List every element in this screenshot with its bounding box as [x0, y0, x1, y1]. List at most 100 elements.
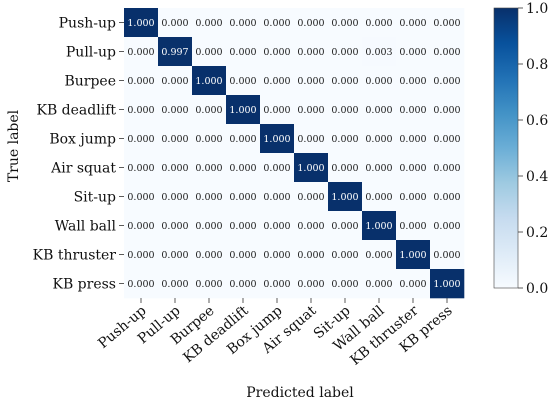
- heatmap-cell: [124, 95, 159, 125]
- heatmap-cell: [362, 269, 397, 299]
- heatmap-cell: [226, 66, 261, 96]
- heatmap-cell: [430, 240, 465, 270]
- heatmap-cell: [124, 124, 159, 154]
- cell-value-label: 0.000: [297, 105, 324, 116]
- cell-value-label: 0.000: [229, 250, 256, 261]
- cell-value-label: 0.000: [229, 134, 256, 145]
- cell-value-label: 0.000: [365, 250, 392, 261]
- heatmap-cell: [192, 66, 227, 96]
- cell-value-label: 0.000: [399, 134, 426, 145]
- cell-value-label: 0.000: [433, 250, 460, 261]
- cell-value-label: 0.000: [127, 47, 154, 58]
- cell-value-label: 0.000: [127, 105, 154, 116]
- heatmap-cell: [226, 8, 261, 38]
- cell-value-label: 0.000: [399, 221, 426, 232]
- cell-value-label: 0.997: [161, 47, 188, 58]
- cell-value-label: 0.000: [161, 134, 188, 145]
- heatmap-cell: [430, 95, 465, 125]
- colorbar-tick-label: 0.4: [526, 169, 548, 185]
- heatmap-cell: [362, 66, 397, 96]
- cell-value-label: 0.000: [297, 221, 324, 232]
- cell-value-label: 0.000: [331, 76, 358, 87]
- heatmap-cell: [430, 8, 465, 38]
- heatmap-cell: [328, 66, 363, 96]
- cell-value-label: 0.000: [263, 192, 290, 203]
- colorbar-tick-label: 0.6: [526, 113, 548, 129]
- heatmap-cell: [328, 211, 363, 241]
- heatmap-cell: [362, 124, 397, 154]
- heatmap-cell: [226, 37, 261, 67]
- heatmap-cell: [430, 153, 465, 183]
- cell-value-label: 0.000: [365, 163, 392, 174]
- heatmap-cell: [396, 240, 431, 270]
- cell-value-label: 0.000: [127, 221, 154, 232]
- heatmap-cell: [158, 153, 193, 183]
- cell-value-label: 0.000: [263, 18, 290, 29]
- colorbar-tick-label: 0.0: [526, 281, 548, 297]
- heatmap-cell: [260, 211, 295, 241]
- heatmap-cell: [396, 153, 431, 183]
- cell-value-label: 0.000: [161, 163, 188, 174]
- y-tick-label: Burpee: [64, 74, 116, 90]
- heatmap-cell: [260, 240, 295, 270]
- cell-value-label: 0.000: [365, 76, 392, 87]
- heatmap-cell: [260, 269, 295, 299]
- y-tick-label: Wall ball: [55, 219, 117, 235]
- cell-value-label: 0.000: [195, 192, 222, 203]
- heatmap-cell: [328, 124, 363, 154]
- cell-value-label: 0.000: [263, 47, 290, 58]
- cell-value-label: 0.000: [229, 221, 256, 232]
- heatmap-cell: [124, 182, 159, 212]
- cell-value-label: 0.000: [229, 163, 256, 174]
- heatmap-cell: [396, 211, 431, 241]
- cell-value-label: 0.000: [161, 18, 188, 29]
- cell-value-label: 0.000: [331, 134, 358, 145]
- y-tick-labels: Push-up Pull-up Burpee KB deadlift Box jump A…: [33, 16, 124, 293]
- heatmap-cell: [430, 211, 465, 241]
- heatmap-cell: [294, 240, 329, 270]
- cell-value-label: 0.000: [229, 18, 256, 29]
- cell-value-label: 0.000: [297, 250, 324, 261]
- heatmap-cell: [362, 8, 397, 38]
- cell-value-label: 0.000: [433, 163, 460, 174]
- heatmap-cell: [192, 37, 227, 67]
- cell-value-label: 0.000: [331, 279, 358, 290]
- cell-value-label: 0.000: [127, 76, 154, 87]
- x-axis-title: Predicted label: [246, 385, 354, 401]
- heatmap-cell: [294, 124, 329, 154]
- heatmap-cell: [430, 269, 465, 299]
- cell-value-label: 0.000: [127, 163, 154, 174]
- cell-value-label: 0.000: [365, 18, 392, 29]
- cell-value-label: 0.000: [127, 250, 154, 261]
- colorbar: [493, 7, 519, 289]
- cell-value-label: 0.000: [365, 105, 392, 116]
- cell-value-label: 0.000: [127, 279, 154, 290]
- cell-value-label: 0.000: [195, 18, 222, 29]
- cell-value-label: 0.000: [331, 221, 358, 232]
- cell-value-label: 1.000: [365, 221, 392, 232]
- heatmap-cell: [192, 269, 227, 299]
- heatmap-cell: [396, 37, 431, 67]
- y-axis-title: True label: [6, 109, 22, 182]
- cell-value-label: 0.000: [399, 163, 426, 174]
- heatmap-cell: [124, 240, 159, 270]
- cell-value-label: 0.000: [399, 18, 426, 29]
- heatmap-cell: [158, 66, 193, 96]
- heatmap-cell: [158, 182, 193, 212]
- heatmap-cell: [328, 182, 363, 212]
- heatmap-cell: [396, 8, 431, 38]
- cell-value-label: 0.000: [399, 279, 426, 290]
- heatmap-cell: [396, 269, 431, 299]
- heatmap-cell: [294, 153, 329, 183]
- heatmap-cell: [396, 66, 431, 96]
- heatmap-cell: [362, 211, 397, 241]
- heatmap-cell: [260, 182, 295, 212]
- heatmap-cell: [124, 66, 159, 96]
- cell-value-label: 0.000: [433, 192, 460, 203]
- cell-value-label: 0.000: [161, 105, 188, 116]
- heatmap-cell: [362, 182, 397, 212]
- heatmap-cell: [192, 240, 227, 270]
- heatmap-cell: [192, 124, 227, 154]
- cell-value-label: 1.000: [399, 250, 426, 261]
